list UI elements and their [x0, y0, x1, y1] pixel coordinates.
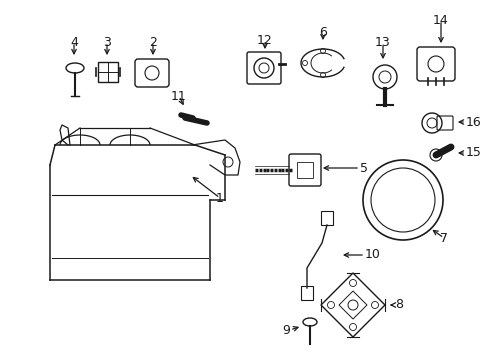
Text: 15: 15	[465, 147, 481, 159]
Text: 4: 4	[70, 36, 78, 49]
Text: 3: 3	[103, 36, 111, 49]
Text: 13: 13	[374, 36, 390, 49]
Text: 1: 1	[216, 192, 224, 204]
Text: 14: 14	[432, 13, 448, 27]
Text: 9: 9	[282, 324, 289, 337]
Text: 12: 12	[257, 33, 272, 46]
Text: 8: 8	[394, 298, 402, 311]
Text: 2: 2	[149, 36, 157, 49]
Text: 11: 11	[171, 90, 186, 103]
Text: 7: 7	[439, 231, 447, 244]
Text: 5: 5	[359, 162, 367, 175]
Text: 10: 10	[364, 248, 380, 261]
Text: 6: 6	[318, 27, 326, 40]
Text: 16: 16	[465, 116, 481, 129]
